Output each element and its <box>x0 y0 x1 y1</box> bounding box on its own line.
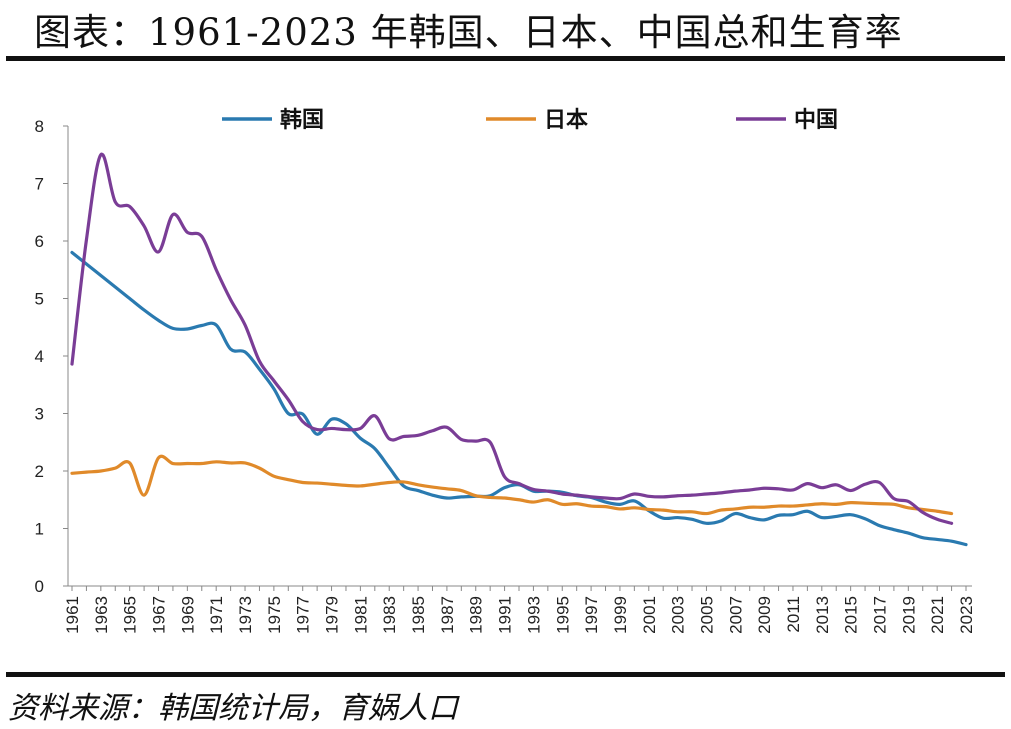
x-tick-label: 2009 <box>755 596 774 634</box>
x-axis: 1961 1963 1965 1967 1969 1971 1973 1975 1977 1979… <box>63 585 976 634</box>
x-tick-label: 1973 <box>236 596 255 634</box>
x-tick-label: 1983 <box>380 596 399 634</box>
x-tick-label: 2011 <box>784 596 803 633</box>
x-tick-label: 1971 <box>207 596 226 634</box>
y-tick-label: 4 <box>35 347 44 366</box>
x-tick-label: 1975 <box>265 596 284 634</box>
x-tick-label: 2013 <box>813 596 832 634</box>
x-tick-label: 2021 <box>928 596 947 634</box>
x-tick-label: 1967 <box>150 596 169 634</box>
y-tick-label: 1 <box>35 520 44 539</box>
legend-label-japan: 日本 <box>544 108 588 133</box>
title-divider <box>6 56 1005 61</box>
x-tick-label: 1987 <box>438 596 457 634</box>
legend-label-china: 中国 <box>794 108 838 133</box>
fertility-line-chart: 韩国 日本 中国 0 1 2 3 4 5 6 7 8 1961 1963 1965 1967 1969 197… <box>35 107 976 634</box>
x-tick-label: 1963 <box>92 596 111 634</box>
x-tick-label: 2017 <box>870 596 889 634</box>
y-axis: 0 1 2 3 4 5 6 7 8 <box>35 117 69 596</box>
footer-divider <box>6 672 1005 677</box>
y-tick-label: 6 <box>35 232 44 251</box>
x-tick-label: 1977 <box>294 596 313 634</box>
x-tick-label: 1985 <box>409 596 428 634</box>
x-tick-label: 2001 <box>640 596 659 634</box>
x-tick-label: 1993 <box>524 596 543 634</box>
legend-label-korea: 韩国 <box>280 107 324 133</box>
series-line-japan <box>70 454 954 516</box>
x-tick-label: 2019 <box>899 596 918 634</box>
x-tick-label: 1981 <box>351 596 370 634</box>
y-tick-label: 2 <box>35 462 44 481</box>
x-tick-label: 1999 <box>611 596 630 634</box>
x-tick-label: 2007 <box>726 596 745 634</box>
x-tick-label: 1961 <box>63 596 82 634</box>
legend: 韩国 日本 中国 <box>222 107 838 133</box>
x-tick-label: 2003 <box>669 596 688 634</box>
x-tick-label: 1965 <box>121 596 140 634</box>
y-tick-label: 5 <box>35 290 44 309</box>
x-tick-label: 1969 <box>178 596 197 634</box>
x-tick-label: 1995 <box>553 596 572 634</box>
x-tick-label: 1997 <box>582 596 601 634</box>
x-tick-label: 2023 <box>957 596 976 634</box>
x-tick-label: 1991 <box>496 596 515 634</box>
x-tick-label: 2005 <box>697 596 716 634</box>
y-tick-label: 8 <box>35 117 44 136</box>
y-tick-label: 0 <box>35 577 44 596</box>
series-layer <box>70 153 968 547</box>
series-line-china <box>70 153 954 525</box>
y-tick-label: 7 <box>35 175 44 194</box>
x-tick-label: 1979 <box>323 596 342 634</box>
x-tick-label: 2015 <box>842 596 861 634</box>
y-tick-label: 3 <box>35 405 44 424</box>
x-tick-label: 1989 <box>467 596 486 634</box>
page-title: 图表：1961-2023 年韩国、日本、中国总和生育率 <box>34 11 903 54</box>
source-note: 资料来源：韩国统计局，育娲人口 <box>8 691 458 726</box>
